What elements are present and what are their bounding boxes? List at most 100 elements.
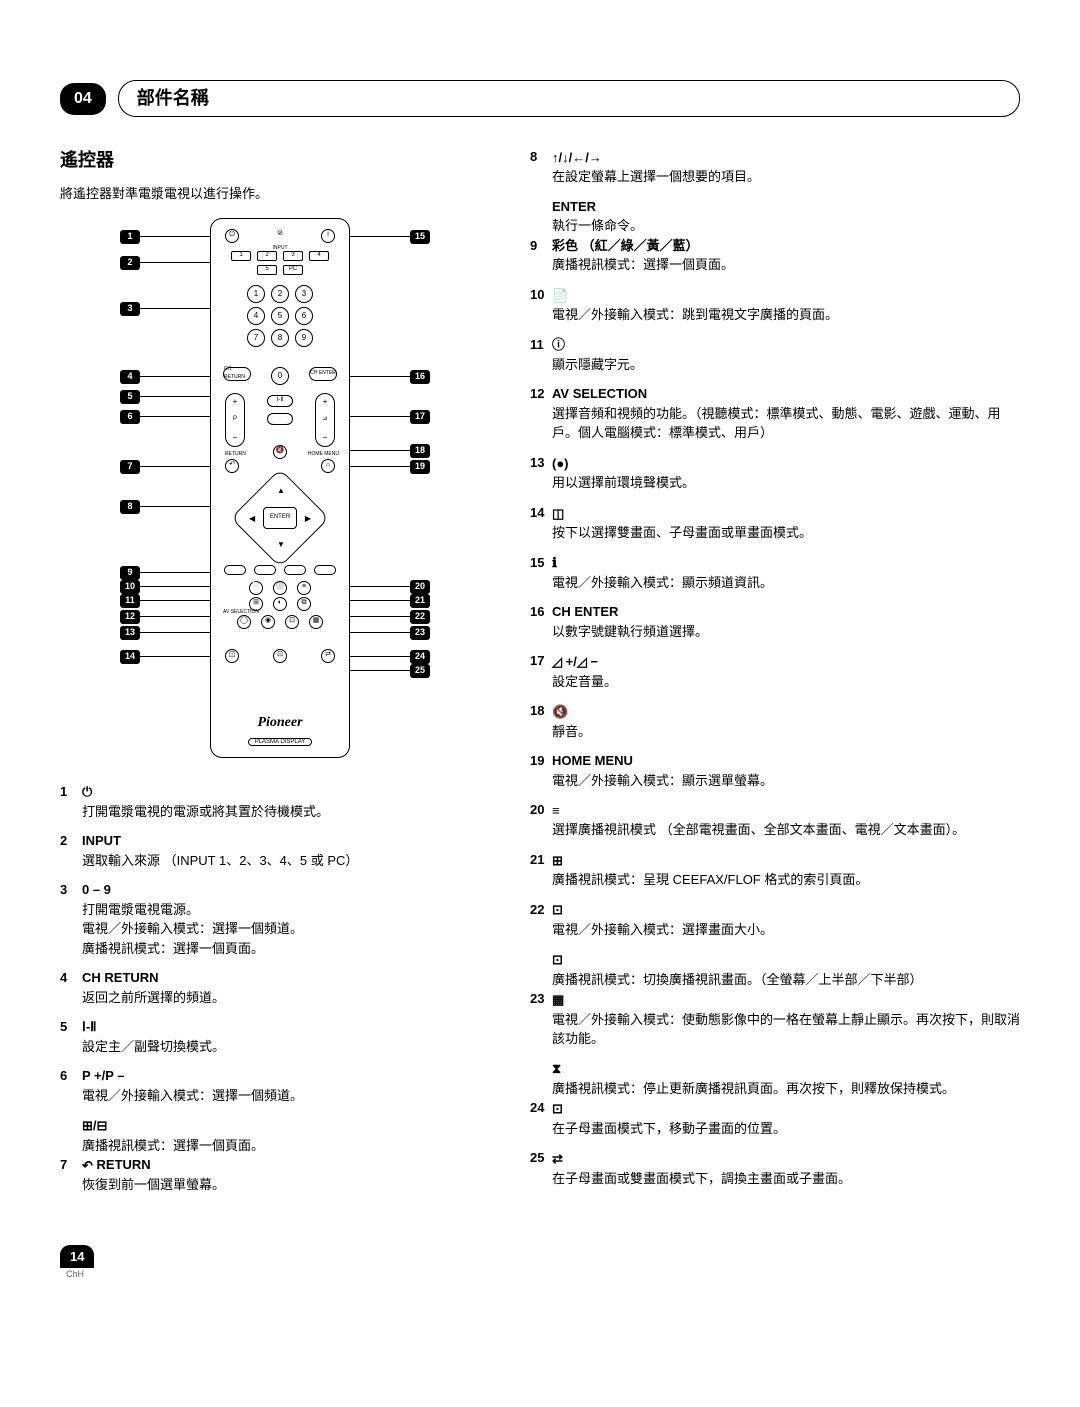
item-desc: 返回之前所選擇的頻道。 — [82, 988, 490, 1008]
item-number: 23 — [530, 989, 552, 1048]
item-number: 10 — [530, 285, 552, 325]
item-sub: ⊞/⊟ 廣播視訊模式：選擇一個頁面。 — [82, 1115, 490, 1155]
item-4: 4CH RETURN 返回之前所選擇的頻道。 — [60, 968, 490, 1007]
numpad-3: 3 — [295, 285, 313, 303]
hold-icon: ⧗ — [552, 1059, 561, 1079]
item-desc: 打開電漿電視電源。電視／外接輸入模式：選擇一個頻道。廣播視訊模式：選擇一個頁面。 — [82, 900, 490, 959]
item-desc: 電視／外接輸入模式：顯示頻道資訊。 — [552, 573, 1020, 593]
item-number: 24 — [530, 1098, 552, 1138]
item-1: 1⏻ 打開電漿電視的電源或將其置於待機模式。 — [60, 782, 490, 822]
chapter-number-badge: 04 — [60, 83, 106, 115]
item-11: 11ⓘ 顯示隱藏字元。 — [530, 335, 1020, 375]
callout-11: 11 — [120, 594, 210, 608]
av-selection-button: ◯ — [237, 615, 251, 629]
item-desc: 設定主／副聲切換模式。 — [82, 1037, 490, 1057]
arrows4-icon: ↑/↓/←/→ — [552, 148, 602, 168]
item-label: CH RETURN — [82, 970, 159, 985]
item-label: 0 – 9 — [82, 882, 111, 897]
chapter-header: 04 部件名稱 — [60, 80, 1020, 117]
callout-1: 1 — [120, 230, 210, 244]
item-5: 5Ⅰ-Ⅱ設定主／副聲切換模式。 — [60, 1017, 490, 1056]
item-number: 16 — [530, 602, 552, 641]
item-label: Ⅰ-Ⅱ — [82, 1019, 97, 1034]
callout-15: 15 — [350, 230, 430, 244]
item-sub: ⧗ 廣播視訊模式：停止更新廣播視訊頁面。再次按下，則釋放保持模式。 — [552, 1059, 1020, 1099]
teletext-icon: 📄 — [552, 286, 568, 306]
callout-16: 16 — [350, 370, 430, 384]
item-number: 8 — [530, 147, 552, 187]
subcode-icon: ⧉ — [297, 597, 311, 611]
channel-rocker: +P− — [225, 393, 245, 447]
item-19: 19HOME MENU電視／外接輸入模式：顯示選單螢幕。 — [530, 751, 1020, 790]
numpad-1: 1 — [247, 285, 265, 303]
item-number: 14 — [530, 503, 552, 543]
pip-move-icon: ⊡ — [552, 1099, 563, 1119]
callout-4: 4 — [120, 370, 210, 384]
item-20: 20≡ 選擇廣播視訊模式 （全部電視畫面、全部文本畫面、電視／文本畫面）。 — [530, 800, 1020, 840]
item-number: 3 — [60, 880, 82, 958]
item-desc: 恢復到前一個選單螢幕。 — [82, 1175, 490, 1195]
item-18: 18🔇 靜音。 — [530, 701, 1020, 741]
led-icon: ⊘ — [277, 229, 283, 243]
freeze-button: ▦ — [309, 615, 323, 629]
item-desc: 按下以選擇雙畫面、子母畫面或單畫面模式。 — [552, 523, 1020, 543]
item-8: 8↑/↓/←/→ 在設定螢幕上選擇一個想要的項目。 — [530, 147, 1020, 187]
page-number: 14 — [60, 1245, 94, 1269]
item-number: 17 — [530, 651, 552, 691]
item-12: 12AV SELECTION選擇音頻和視頻的功能。（視聽模式：標準模式、動態、電… — [530, 384, 1020, 443]
item-number: 6 — [60, 1066, 82, 1105]
item-number: 11 — [530, 335, 552, 375]
callout-2: 2 — [120, 256, 210, 270]
numpad-9: 9 — [295, 329, 313, 347]
item-number: 21 — [530, 850, 552, 890]
split-icon: ◫ — [552, 504, 564, 524]
item-15: 15ℹ 電視／外接輸入模式：顯示頻道資訊。 — [530, 553, 1020, 593]
item-2: 2INPUT選取輸入來源 （INPUT 1、2、3、4、5 或 PC） — [60, 831, 490, 870]
callout-13: 13 — [120, 626, 210, 640]
item-desc: 電視／外接輸入模式：選擇一個頻道。 — [82, 1086, 490, 1106]
callout-19: 19 — [350, 460, 430, 474]
item-10: 10📄 電視／外接輸入模式：跳到電視文字廣播的頁面。 — [530, 285, 1020, 325]
item-desc: 電視／外接輸入模式：跳到電視文字廣播的頁面。 — [552, 305, 1020, 325]
return-label: RETURN — [225, 451, 246, 459]
callout-25: 25 — [350, 664, 430, 678]
item-25: 25⇄ 在子母畫面或雙畫面模式下，調換主畫面或子畫面。 — [530, 1148, 1020, 1188]
surround-icon: (●) — [552, 454, 569, 474]
item-number: 22 — [530, 900, 552, 940]
brand-label: Pioneer — [211, 712, 349, 733]
freeze-icon: ▦ — [552, 990, 564, 1010]
return-button: ↶ — [225, 459, 239, 473]
item-desc: 以數字號鍵執行頻道選擇。 — [552, 622, 1020, 642]
item-number: 1 — [60, 782, 82, 822]
item-desc: 廣播視訊模式：選擇一個頁面。 — [552, 255, 1020, 275]
item-number: 20 — [530, 800, 552, 840]
power-button-icon: ⏻ — [225, 229, 239, 243]
text-mode-icon: ≡ — [552, 801, 560, 821]
item-number: 4 — [60, 968, 82, 1007]
item-desc: 電視／外接輸入模式：顯示選單螢幕。 — [552, 771, 1020, 791]
item-24: 24⊡ 在子母畫面模式下，移動子畫面的位置。 — [530, 1098, 1020, 1138]
numpad-0: 0 — [271, 367, 289, 385]
item-sub: ENTER執行一條命令。 — [552, 197, 1020, 236]
item-desc: 在子母畫面模式下，移動子畫面的位置。 — [552, 1119, 1020, 1139]
item-desc: 設定音量。 — [552, 672, 1020, 692]
enter-button: ENTER — [263, 507, 297, 529]
dpad: ENTER ▲ ▼ ◀ ▶ — [245, 483, 315, 553]
item-desc: 電視／外接輸入模式：選擇畫面大小。 — [552, 920, 1020, 940]
item-desc: 選取輸入來源 （INPUT 1、2、3、4、5 或 PC） — [82, 851, 490, 871]
item-sub: ⊡ 廣播視訊模式：切換廣播視訊畫面。（全螢幕／上半部／下半部） — [552, 949, 1020, 989]
item-9: 9彩色 （紅／綠／黃／藍）廣播視訊模式：選擇一個頁面。 — [530, 236, 1020, 275]
volume-rocker: +⊿− — [315, 393, 335, 447]
numpad-6: 6 — [295, 307, 313, 325]
item-label: CH ENTER — [552, 604, 618, 619]
item-label: AV SELECTION — [552, 386, 647, 401]
page-sub: ChH — [66, 1268, 1020, 1282]
surround-button: ◉ — [261, 615, 275, 629]
item-desc: 打開電漿電視的電源或將其置於待機模式。 — [82, 802, 490, 822]
numpad-4: 4 — [247, 307, 265, 325]
size2-icon: ⊡ — [552, 950, 563, 970]
audio-mode-button: Ⅰ-Ⅱ — [267, 395, 293, 407]
callout-5: 5 — [120, 390, 210, 404]
callout-12: 12 — [120, 610, 210, 624]
item-number: 19 — [530, 751, 552, 790]
